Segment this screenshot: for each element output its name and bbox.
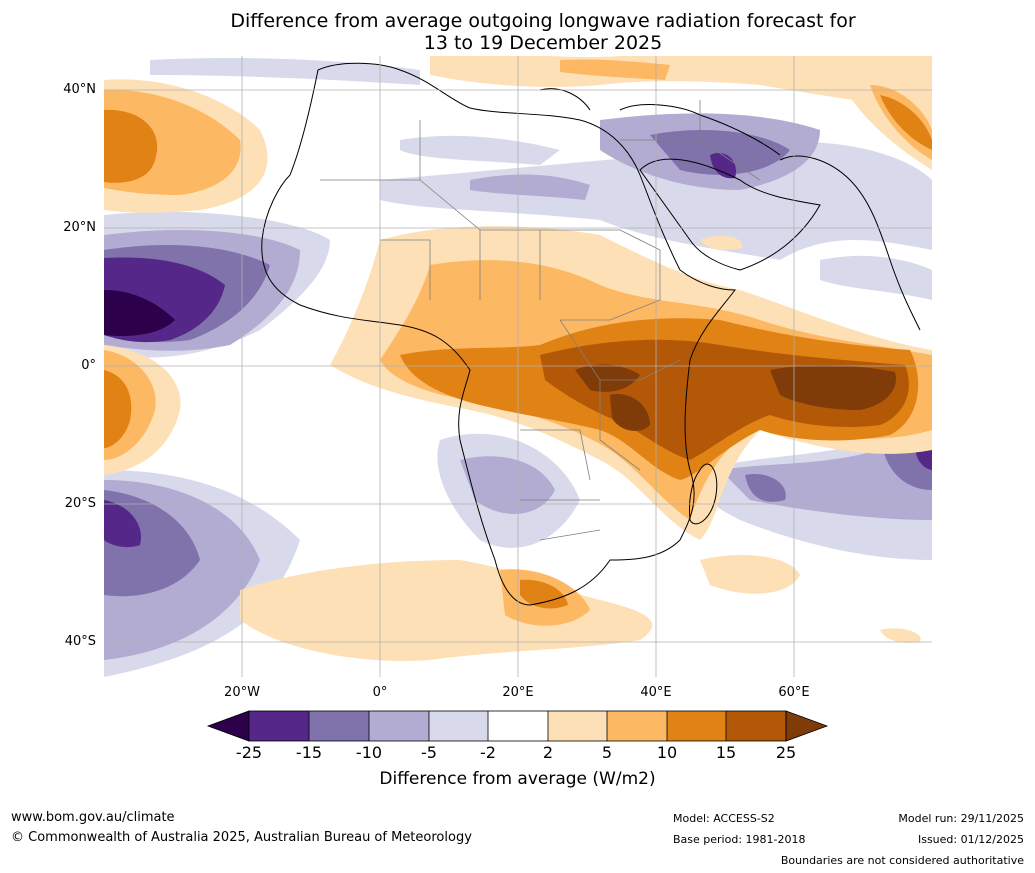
colorbar-bin <box>488 711 548 741</box>
lat-label-20n: 20°N <box>63 220 96 235</box>
colorbar-tick: -10 <box>355 743 383 762</box>
colorbar-tick: 10 <box>656 743 678 762</box>
colorbar-tick: 15 <box>715 743 737 762</box>
colorbar-tick: -15 <box>295 743 323 762</box>
lat-label-20s: 20°S <box>64 496 96 511</box>
colorbar-bin <box>726 711 786 741</box>
colorbar-tick: -2 <box>480 743 496 762</box>
footer-copyright: © Commonwealth of Australia 2025, Austra… <box>11 830 472 845</box>
graticule <box>104 56 932 677</box>
title-line-1: Difference from average outgoing longwav… <box>230 10 856 32</box>
footer-issued: Issued: 01/12/2025 <box>917 833 1024 846</box>
colorbar-tick: -5 <box>421 743 437 762</box>
lon-label-20w: 20°W <box>224 685 260 700</box>
lon-label-0: 0° <box>372 685 388 700</box>
coastlines <box>261 62 921 606</box>
colorbar <box>206 710 829 742</box>
colorbar-tick: 25 <box>775 743 797 762</box>
colorbar-tick: 5 <box>601 743 613 762</box>
country-boundaries <box>320 100 761 541</box>
footer-base-period: Base period: 1981-2018 <box>673 833 806 846</box>
lon-label-40e: 40°E <box>640 685 672 700</box>
lat-label-40s: 40°S <box>64 634 96 649</box>
positive-anomaly-extreme <box>575 364 896 431</box>
footer-model-run: Model run: 29/11/2025 <box>898 812 1024 825</box>
colorbar-min-arrow <box>206 710 250 742</box>
colorbar-bin <box>667 711 726 741</box>
lon-label-60e: 60°E <box>778 685 810 700</box>
lon-label-20e: 20°E <box>502 685 534 700</box>
lat-label-40n: 40°N <box>63 82 96 97</box>
negative-anomaly-extreme <box>104 290 175 337</box>
map-title: Difference from average outgoing longwav… <box>0 10 1035 54</box>
colorbar-bin <box>548 711 607 741</box>
colorbar-bin <box>607 711 667 741</box>
footer-url[interactable]: www.bom.gov.au/climate <box>11 810 175 825</box>
colorbar-bin <box>369 711 429 741</box>
lat-label-0: 0° <box>81 358 96 373</box>
colorbar-bin <box>309 711 369 741</box>
footer-disclaimer: Boundaries are not considered authoritat… <box>780 854 1024 867</box>
title-line-2: 13 to 19 December 2025 <box>423 32 663 54</box>
colorbar-max-arrow <box>785 710 829 742</box>
colorbar-bin <box>429 711 488 741</box>
anomaly-field <box>104 56 932 677</box>
colorbar-bin <box>249 711 309 741</box>
colorbar-tick: -25 <box>235 743 263 762</box>
colorbar-title: Difference from average (W/m2) <box>379 769 656 789</box>
footer-model: Model: ACCESS-S2 <box>673 812 775 825</box>
colorbar-tick: 2 <box>542 743 554 762</box>
